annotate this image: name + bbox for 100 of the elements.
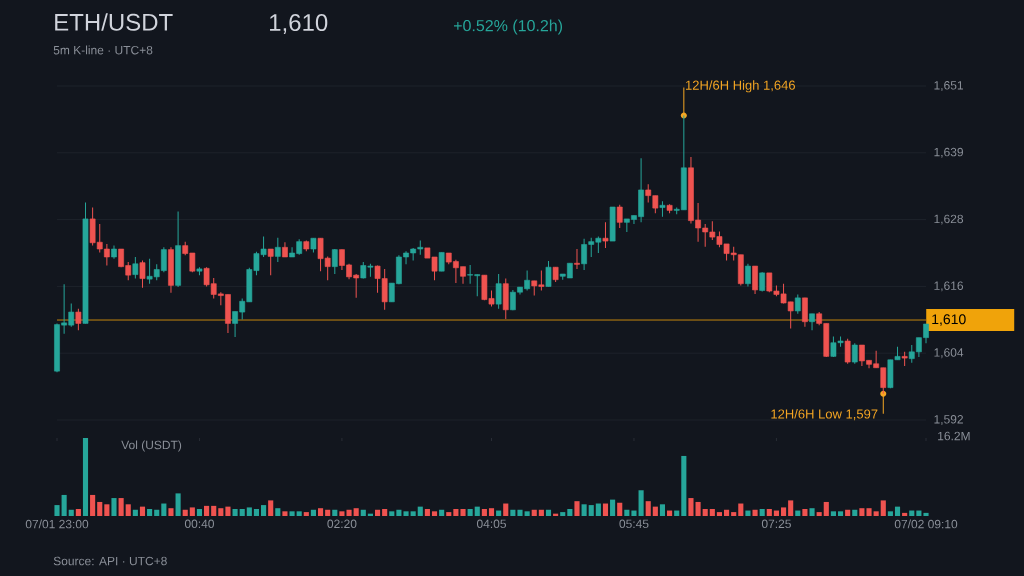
- bar: [68, 509, 74, 516]
- bar: [90, 494, 96, 516]
- bar: [859, 508, 865, 516]
- bar: [488, 508, 495, 516]
- bar: [253, 508, 260, 516]
- bar: [595, 503, 601, 516]
- x-tick-label: 07/02 09:10: [894, 519, 958, 529]
- bar: [617, 502, 623, 516]
- bar: [460, 508, 466, 516]
- candlestick: [645, 183, 652, 203]
- bar: [211, 505, 217, 516]
- bar: [125, 504, 131, 516]
- bar: [189, 507, 195, 516]
- bar: [268, 500, 274, 516]
- candlestick: [574, 248, 580, 270]
- text: 16.2M: [938, 431, 970, 441]
- annotation: 12H/6H High 1,646: [686, 80, 795, 93]
- bar: [246, 507, 252, 516]
- candlestick: [745, 263, 751, 288]
- y-tick-label: 1,592: [934, 415, 963, 425]
- bar: [887, 511, 893, 516]
- y-tick-label: 1,616: [934, 281, 964, 292]
- bar: [752, 509, 758, 516]
- bar: [275, 508, 281, 516]
- bar: [681, 455, 687, 516]
- bar: [196, 508, 203, 516]
- y-tick-label: 1,639: [934, 147, 963, 158]
- candlestick: [794, 293, 801, 315]
- candlestick: [581, 238, 587, 271]
- bar: [282, 511, 288, 516]
- bar: [602, 503, 609, 516]
- annotation: 12H/6H Low 1,597: [771, 409, 878, 421]
- bar: [239, 508, 245, 516]
- bar: [809, 508, 815, 516]
- bar: [118, 498, 124, 516]
- bar: [154, 509, 160, 516]
- candlestick: [759, 271, 766, 293]
- bar: [645, 501, 651, 516]
- bar: [97, 501, 103, 516]
- bar: [610, 499, 616, 516]
- x-tick-label: 07/01 23:00: [25, 519, 89, 529]
- candlestick: [752, 265, 758, 295]
- bar: [139, 506, 146, 516]
- x-tick-label: 00:40: [184, 519, 215, 529]
- bar: [588, 505, 594, 516]
- bar: [837, 511, 844, 516]
- bar: [574, 501, 580, 516]
- bar: [902, 512, 908, 516]
- bar: [132, 509, 138, 516]
- ref-line-label: 1,610: [932, 314, 966, 326]
- candlestick: [616, 204, 623, 229]
- bar: [830, 511, 836, 516]
- text: 1,610: [270, 14, 328, 34]
- bar: [303, 512, 309, 516]
- bar: [61, 494, 67, 516]
- bar: [261, 505, 267, 516]
- bar: [873, 511, 879, 516]
- bar: [816, 512, 822, 516]
- candlestick: [545, 260, 552, 288]
- bar: [417, 506, 423, 516]
- bar: [702, 508, 708, 516]
- bar: [325, 509, 331, 516]
- bar: [510, 509, 516, 516]
- candlestick: [495, 273, 502, 310]
- bar: [439, 509, 445, 516]
- candlestick: [844, 338, 851, 365]
- bar: [894, 506, 901, 516]
- bar: [75, 508, 81, 516]
- candlestick: [331, 248, 338, 275]
- text: +0.52% (10.2h): [453, 19, 563, 35]
- x-tick-label: 04:05: [476, 519, 507, 529]
- candlestick: [267, 248, 274, 276]
- bar: [624, 509, 630, 516]
- bar: [424, 508, 430, 516]
- candlestick: [139, 259, 146, 289]
- x-tick-label: 05:45: [619, 519, 649, 529]
- bar: [317, 508, 324, 516]
- bar: [446, 512, 452, 516]
- bar: [638, 490, 644, 516]
- chart-title: ETH/USDT: [55, 13, 173, 31]
- bar: [403, 511, 409, 516]
- bar: [731, 512, 737, 516]
- y-tick-label: 1,604: [934, 348, 964, 359]
- bar: [531, 509, 537, 516]
- candlestick: [802, 297, 808, 328]
- bar: [780, 507, 787, 516]
- bar: [396, 509, 402, 516]
- candlestick: [602, 221, 609, 249]
- bar: [467, 508, 473, 516]
- bar: [852, 509, 858, 516]
- bar: [709, 508, 715, 516]
- bar: [759, 508, 765, 516]
- bar: [724, 509, 730, 516]
- bar: [104, 504, 110, 516]
- chart-subtitle: 5m K-line · UTC+8: [53, 45, 153, 55]
- bar: [560, 512, 566, 516]
- candlestick: [809, 313, 815, 331]
- source-note: Source: API · UTC+8: [53, 556, 167, 566]
- bar: [524, 511, 530, 516]
- bar: [745, 510, 751, 516]
